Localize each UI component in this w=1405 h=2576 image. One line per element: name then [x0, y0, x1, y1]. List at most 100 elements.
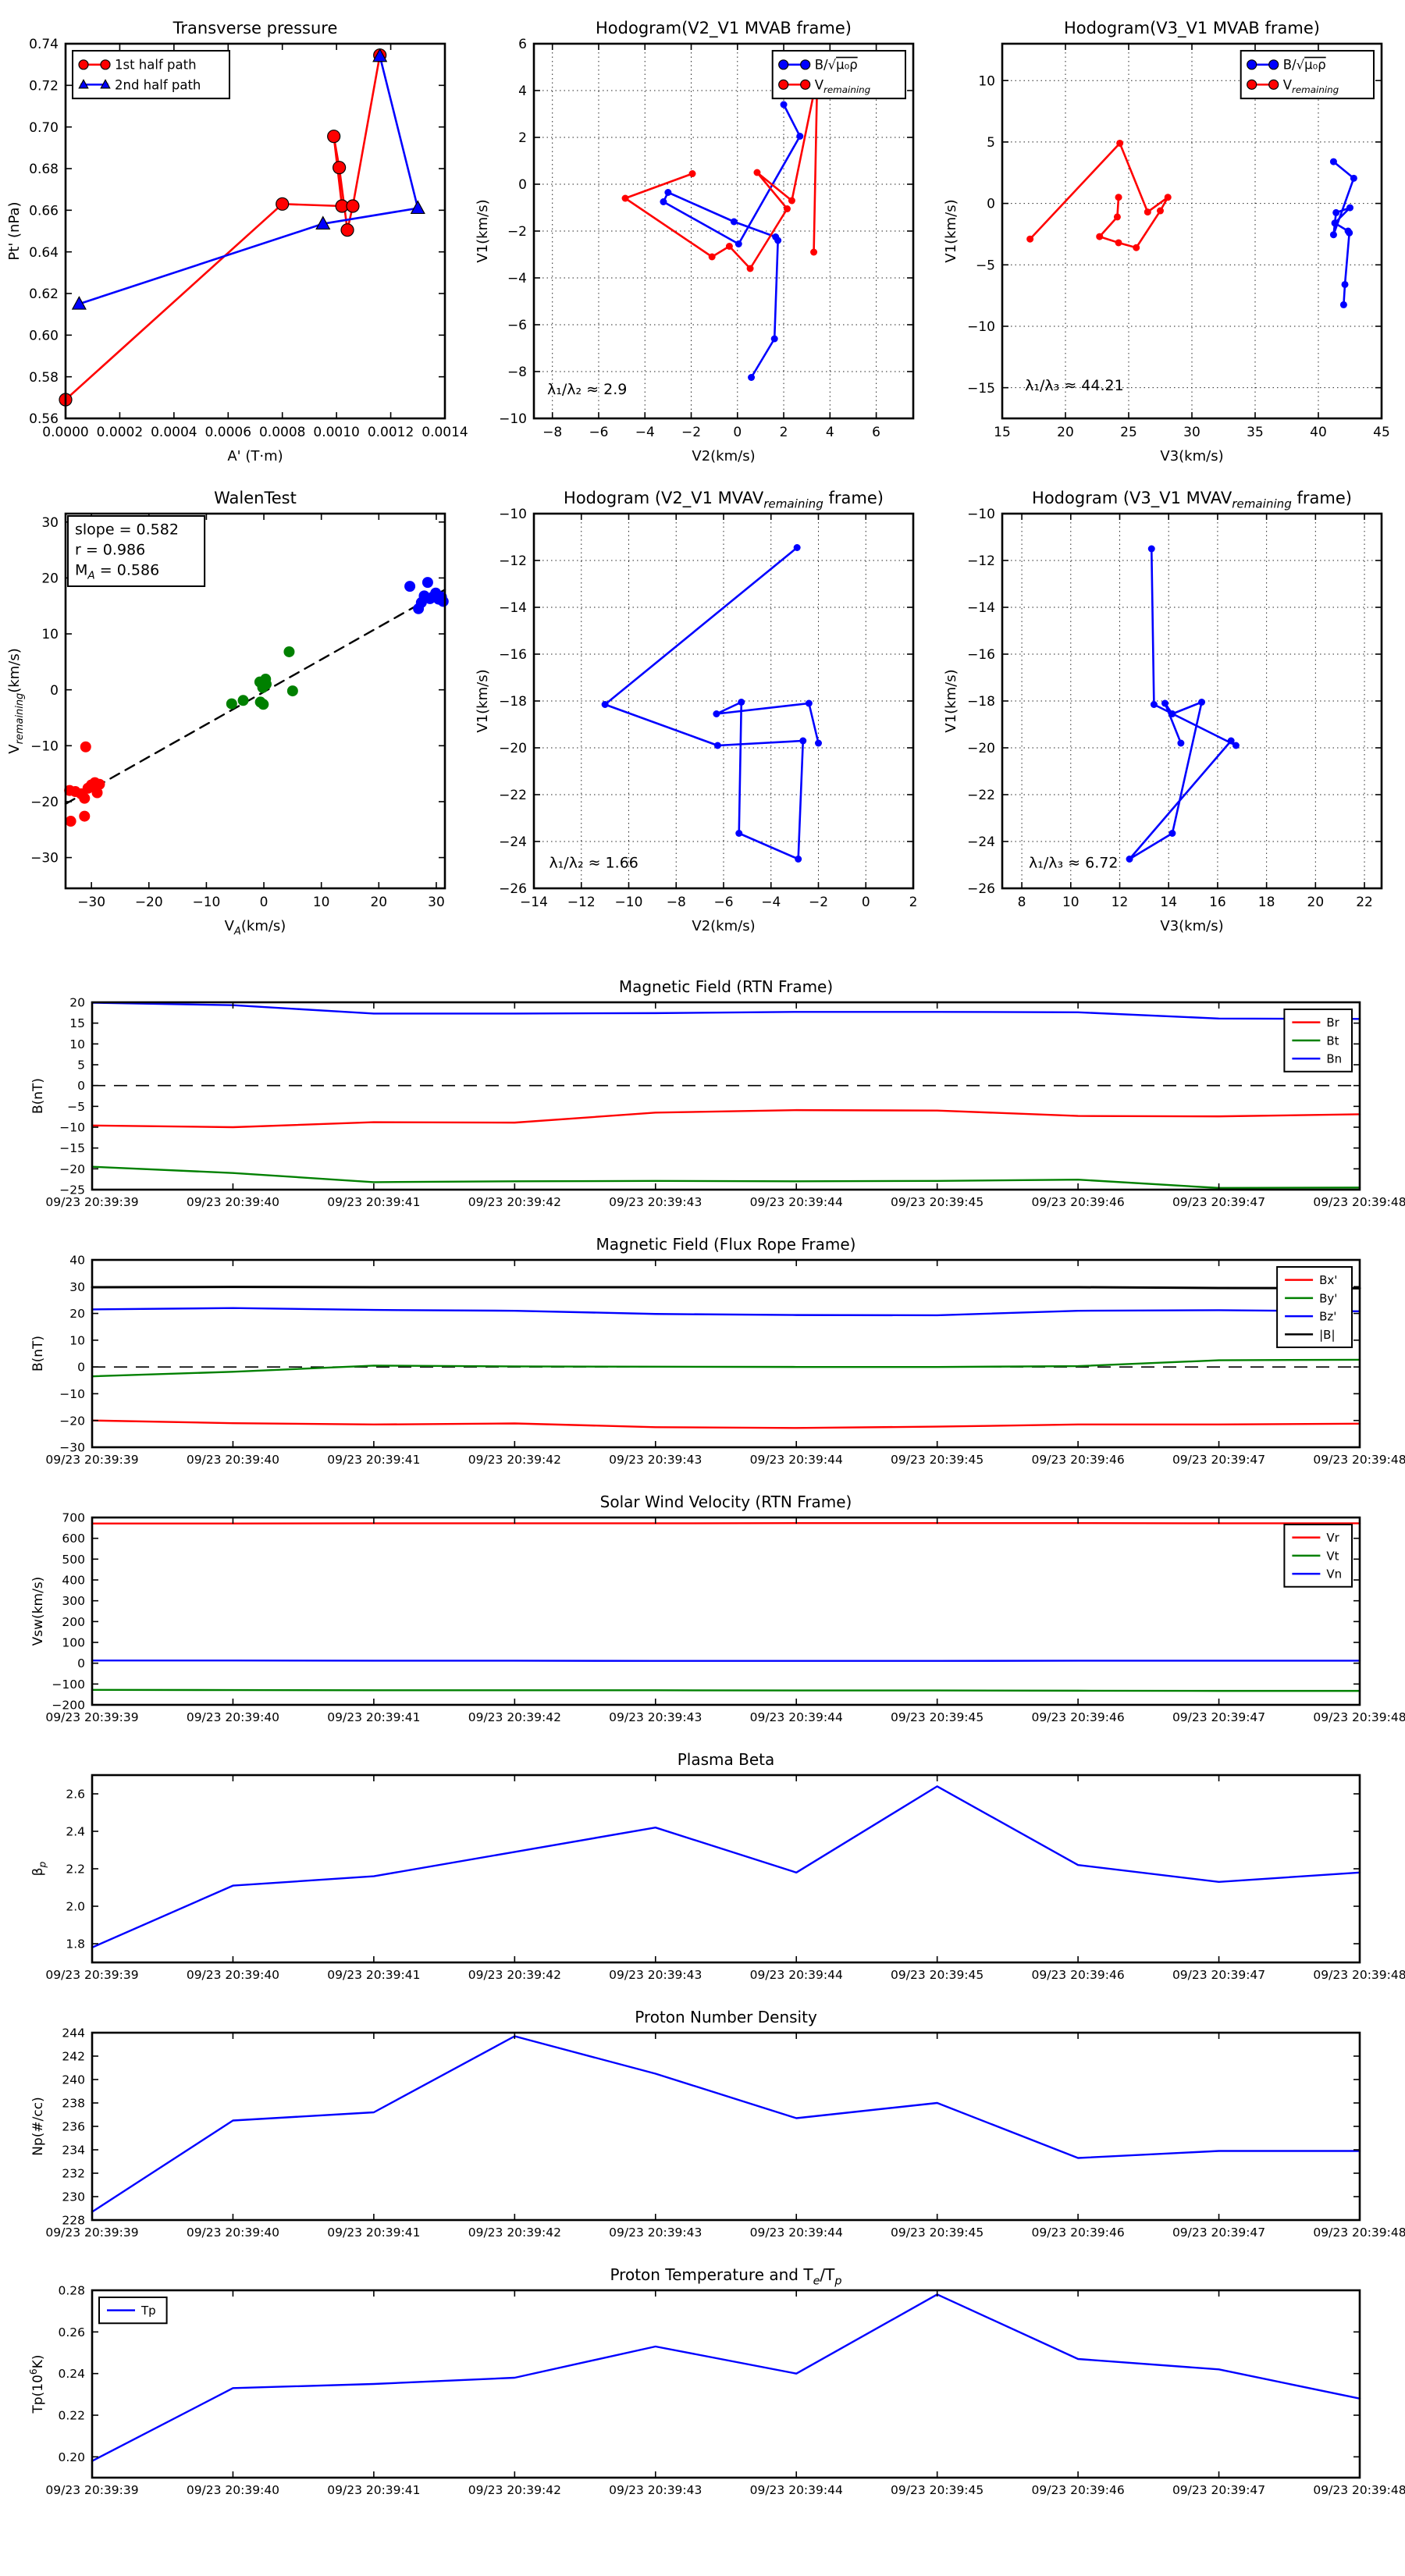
- svg-text:20: 20: [69, 996, 85, 1010]
- svg-text:Transverse pressure: Transverse pressure: [173, 19, 338, 37]
- svg-text:09/23 20:39:40: 09/23 20:39:40: [187, 1968, 279, 1982]
- svg-text:Bn: Bn: [1326, 1052, 1342, 1066]
- svg-text:−14: −14: [499, 600, 527, 616]
- svg-text:242: 242: [62, 2050, 85, 2064]
- svg-text:V1(km/s): V1(km/s): [943, 669, 959, 732]
- svg-text:09/23 20:39:42: 09/23 20:39:42: [468, 1453, 561, 1467]
- svg-text:0.0006: 0.0006: [205, 425, 251, 440]
- svg-text:0: 0: [987, 197, 995, 212]
- svg-text:0.64: 0.64: [29, 245, 59, 261]
- svg-text:Proton Number Density: Proton Number Density: [635, 2008, 817, 2026]
- svg-text:0.26: 0.26: [58, 2325, 85, 2339]
- svg-text:Plasma Beta: Plasma Beta: [678, 1750, 775, 1769]
- svg-text:slope = 0.582: slope = 0.582: [75, 521, 179, 539]
- svg-text:09/23 20:39:42: 09/23 20:39:42: [468, 1195, 561, 1209]
- chart-proton-temperature: 09/23 20:39:39 09/23 20:39:40 09/23 20:39:…: [0, 2264, 1405, 2521]
- svg-text:09/23 20:39:41: 09/23 20:39:41: [327, 2226, 420, 2240]
- svg-text:40: 40: [1310, 425, 1327, 440]
- svg-text:λ₁/λ₃ ≈ 44.21: λ₁/λ₃ ≈ 44.21: [1025, 377, 1124, 394]
- svg-text:22: 22: [1356, 895, 1373, 910]
- svg-text:0: 0: [77, 1656, 85, 1670]
- svg-text:0: 0: [77, 1079, 85, 1093]
- svg-text:−18: −18: [967, 694, 995, 710]
- svg-text:12: 12: [1112, 895, 1129, 910]
- svg-text:2: 2: [780, 425, 788, 440]
- svg-text:10: 10: [69, 1333, 85, 1347]
- svg-text:Tp: Tp: [140, 2304, 156, 2318]
- svg-text:−8: −8: [542, 425, 562, 440]
- svg-text:09/23 20:39:40: 09/23 20:39:40: [187, 2483, 279, 2497]
- svg-text:Solar Wind Velocity (RTN Frame: Solar Wind Velocity (RTN Frame): [600, 1493, 852, 1511]
- svg-text:1.8: 1.8: [66, 1937, 85, 1952]
- svg-text:Proton Temperature and Te/Tp: Proton Temperature and Te/Tp: [610, 2265, 841, 2287]
- svg-text:|B|: |B|: [1319, 1328, 1335, 1342]
- svg-text:0.24: 0.24: [58, 2367, 85, 2381]
- svg-text:09/23 20:39:41: 09/23 20:39:41: [327, 1968, 420, 1982]
- svg-text:10: 10: [978, 73, 995, 89]
- svg-text:−18: −18: [499, 694, 527, 710]
- svg-text:0.20: 0.20: [58, 2450, 85, 2464]
- svg-text:B/√μ₀ρ: B/√μ₀ρ: [1283, 58, 1326, 73]
- svg-text:−14: −14: [967, 600, 995, 616]
- svg-text:20: 20: [69, 1307, 85, 1321]
- svg-text:B(nT): B(nT): [30, 1336, 46, 1372]
- svg-text:Hodogram (V3_V1 MVAVremaining: Hodogram (V3_V1 MVAVremaining frame): [1032, 489, 1352, 511]
- svg-text:−16: −16: [499, 647, 527, 663]
- svg-text:09/23 20:39:39: 09/23 20:39:39: [45, 1968, 138, 1982]
- svg-text:09/23 20:39:39: 09/23 20:39:39: [45, 1710, 138, 1724]
- svg-text:10: 10: [41, 627, 59, 642]
- svg-text:09/23 20:39:44: 09/23 20:39:44: [750, 1195, 843, 1209]
- svg-text:−20: −20: [499, 741, 527, 756]
- svg-text:−20: −20: [967, 741, 995, 756]
- svg-text:2.4: 2.4: [66, 1825, 85, 1839]
- svg-text:09/23 20:39:40: 09/23 20:39:40: [187, 1453, 279, 1467]
- svg-text:−12: −12: [567, 895, 596, 910]
- svg-text:Vt: Vt: [1326, 1549, 1339, 1563]
- chart-hodogram-v2v1-mvav: −14 −12 −10 −8 −6 −4 −2 0 2 −26 −24 −22 −20 −18 −16 −14…: [468, 481, 937, 940]
- svg-text:−26: −26: [967, 881, 995, 897]
- svg-text:Hodogram(V2_V1 MVAB frame): Hodogram(V2_V1 MVAB frame): [596, 19, 852, 38]
- svg-text:βp: βp: [30, 1861, 48, 1876]
- svg-text:2.2: 2.2: [66, 1863, 85, 1877]
- svg-text:VA(km/s): VA(km/s): [225, 918, 286, 938]
- svg-text:−12: −12: [499, 553, 527, 569]
- svg-text:λ₁/λ₂ ≈ 1.66: λ₁/λ₂ ≈ 1.66: [549, 855, 638, 872]
- svg-text:−2: −2: [809, 895, 828, 910]
- svg-text:−30: −30: [59, 1441, 85, 1455]
- svg-text:09/23 20:39:45: 09/23 20:39:45: [891, 2226, 984, 2240]
- svg-text:−8: −8: [507, 365, 527, 380]
- svg-text:15: 15: [994, 425, 1011, 440]
- svg-text:−2: −2: [507, 224, 527, 240]
- svg-text:1st half path: 1st half path: [115, 58, 197, 73]
- svg-text:232: 232: [62, 2167, 85, 2181]
- svg-text:100: 100: [62, 1636, 85, 1650]
- svg-text:Pt' (nPa): Pt' (nPa): [6, 201, 23, 260]
- svg-text:Bt: Bt: [1326, 1034, 1339, 1048]
- svg-text:0.58: 0.58: [29, 370, 59, 386]
- svg-text:−20: −20: [59, 1162, 85, 1176]
- svg-text:09/23 20:39:46: 09/23 20:39:46: [1032, 1968, 1125, 1982]
- svg-text:244: 244: [62, 2026, 85, 2041]
- svg-text:09/23 20:39:45: 09/23 20:39:45: [891, 1968, 984, 1982]
- svg-text:45: 45: [1373, 425, 1390, 440]
- svg-text:09/23 20:39:44: 09/23 20:39:44: [750, 1453, 843, 1467]
- svg-text:0.28: 0.28: [58, 2284, 85, 2298]
- svg-text:0.0008: 0.0008: [259, 425, 305, 440]
- svg-text:−200: −200: [52, 1699, 85, 1713]
- svg-text:6: 6: [518, 37, 527, 52]
- svg-text:−12: −12: [967, 553, 995, 569]
- svg-text:20: 20: [1307, 895, 1325, 910]
- svg-text:0.74: 0.74: [29, 37, 59, 52]
- svg-text:4: 4: [826, 425, 834, 440]
- svg-text:0: 0: [50, 683, 59, 699]
- svg-text:09/23 20:39:40: 09/23 20:39:40: [187, 1710, 279, 1724]
- svg-text:V2(km/s): V2(km/s): [692, 918, 755, 934]
- svg-text:09/23 20:39:42: 09/23 20:39:42: [468, 2483, 561, 2497]
- chart-hodogram-v2v1-mvab: −8 −6 −4 −2 0 2 4 6 −10 −8 −6 −4 −2 0 2 4 6 Hodogram(V2_V…: [468, 11, 937, 470]
- svg-text:238: 238: [62, 2097, 85, 2111]
- svg-text:5: 5: [987, 135, 995, 151]
- svg-text:09/23 20:39:43: 09/23 20:39:43: [609, 2483, 702, 2497]
- svg-text:−15: −15: [967, 381, 995, 397]
- svg-text:Vr: Vr: [1326, 1531, 1339, 1545]
- svg-text:15: 15: [69, 1016, 85, 1030]
